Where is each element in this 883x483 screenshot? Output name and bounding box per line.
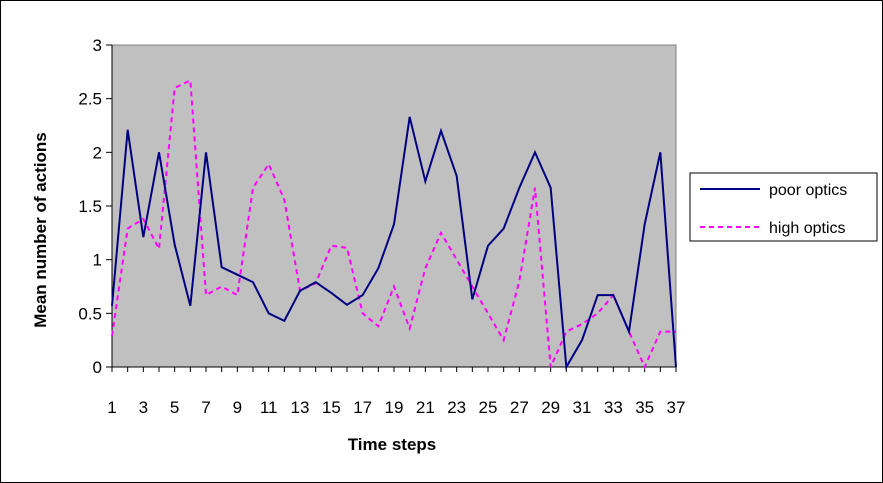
x-tick-label: 25 bbox=[479, 398, 498, 417]
x-tick-label: 5 bbox=[170, 398, 179, 417]
x-tick-label: 9 bbox=[233, 398, 242, 417]
y-tick-label: 0 bbox=[93, 358, 102, 377]
y-tick-label: 2 bbox=[93, 143, 102, 162]
y-tick-label: 1 bbox=[93, 251, 102, 270]
x-axis-title: Time steps bbox=[348, 435, 437, 454]
y-tick-label: 1.5 bbox=[78, 197, 102, 216]
x-tick-label: 1 bbox=[107, 398, 116, 417]
x-tick-label: 37 bbox=[667, 398, 686, 417]
x-tick-label: 21 bbox=[416, 398, 435, 417]
x-tick-label: 17 bbox=[353, 398, 372, 417]
x-tick-label: 19 bbox=[385, 398, 404, 417]
x-tick-label: 11 bbox=[260, 398, 278, 417]
series-layer bbox=[111, 78, 677, 371]
y-tick-label: 2.5 bbox=[78, 90, 102, 109]
legend-box bbox=[689, 172, 878, 242]
y-axis: 0 0.5 1 1.5 2 2.5 3 bbox=[78, 36, 113, 377]
series-line-high-optics bbox=[111, 78, 676, 370]
x-axis: 1 3 5 7 9 11 13 15 17 19 21 23 25 27 29 31 33 35 37 bbox=[107, 366, 686, 417]
y-axis-title: Mean number of actions bbox=[31, 132, 50, 328]
x-tick-label: 3 bbox=[139, 398, 148, 417]
x-tick-label: 33 bbox=[604, 398, 623, 417]
y-tick-label: 0.5 bbox=[78, 304, 102, 323]
x-tick-label: 23 bbox=[447, 398, 466, 417]
plot-area bbox=[111, 44, 677, 368]
x-tick-label: 27 bbox=[510, 398, 529, 417]
x-tick-label: 31 bbox=[573, 398, 592, 417]
x-tick-label: 7 bbox=[201, 398, 210, 417]
legend-label-poor-optics: poor optics bbox=[769, 182, 847, 199]
x-tick-label: 35 bbox=[635, 398, 654, 417]
y-tick-label: 3 bbox=[93, 36, 102, 55]
series-line-poor-optics bbox=[111, 116, 677, 371]
x-tick-label: 13 bbox=[291, 398, 310, 417]
x-tick-label: 29 bbox=[541, 398, 560, 417]
legend-label-high-optics: high optics bbox=[769, 220, 846, 237]
x-tick-label: 15 bbox=[322, 398, 341, 417]
legend: poor optics high optics bbox=[689, 172, 878, 242]
